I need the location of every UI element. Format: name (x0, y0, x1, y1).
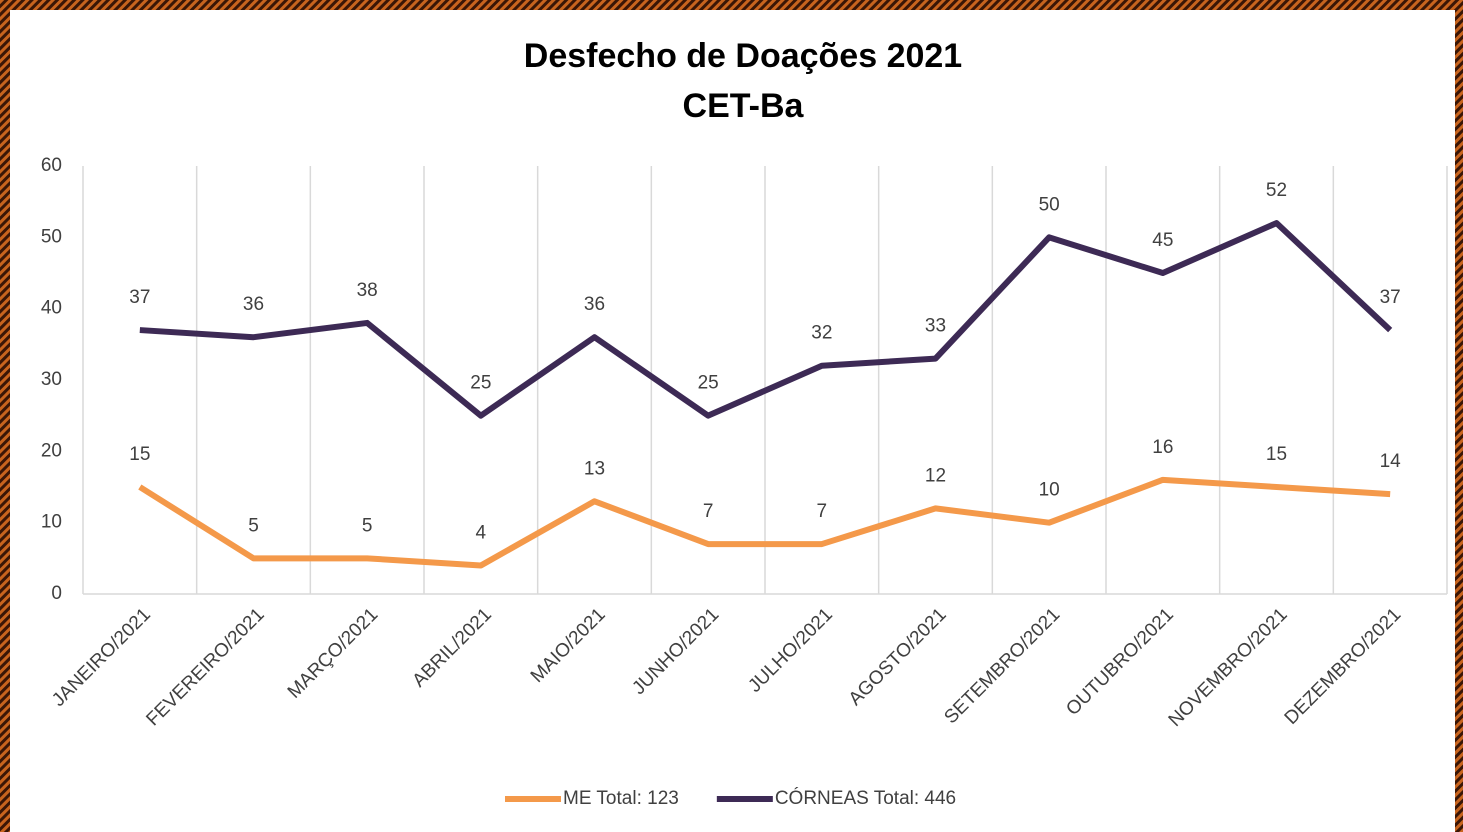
series-line (139, 220, 1393, 419)
data-label: 37 (1380, 287, 1401, 308)
legend-label: ME Total: 123 (563, 788, 679, 809)
data-label: 7 (703, 501, 714, 522)
data-label: 14 (1380, 451, 1402, 472)
data-label: 25 (470, 373, 491, 394)
data-label: 15 (129, 444, 150, 465)
data-label: 5 (362, 515, 373, 536)
y-tick-label: 10 (41, 512, 62, 533)
data-label: 52 (1266, 180, 1287, 201)
series-line (138, 476, 1391, 569)
y-tick-label: 50 (41, 226, 62, 247)
data-label: 16 (1152, 437, 1173, 458)
chart-title: Desfecho de Doações 2021 (524, 37, 962, 75)
data-label: 13 (584, 458, 605, 479)
y-tick-label: 40 (41, 298, 62, 319)
legend-label: CÓRNEAS Total: 446 (775, 787, 956, 809)
data-label: 25 (698, 373, 719, 394)
data-label: 37 (129, 287, 150, 308)
data-label: 10 (1039, 480, 1060, 501)
data-label: 15 (1266, 444, 1287, 465)
y-tick-label: 30 (41, 369, 62, 390)
data-label: 36 (584, 294, 605, 315)
data-label: 50 (1039, 194, 1060, 215)
data-label: 7 (817, 501, 828, 522)
data-label: 5 (248, 515, 259, 536)
data-label: 45 (1152, 230, 1173, 251)
y-tick-label: 60 (41, 155, 62, 176)
y-tick-label: 20 (41, 440, 62, 461)
data-label: 32 (811, 323, 832, 344)
data-label: 36 (243, 294, 264, 315)
data-label: 12 (925, 465, 946, 486)
data-label: 33 (925, 316, 946, 337)
data-label: 38 (357, 280, 378, 301)
y-tick-label: 0 (51, 583, 62, 604)
data-label: 4 (476, 522, 487, 543)
chart-subtitle: CET-Ba (683, 87, 805, 125)
chart-area (10, 10, 1455, 832)
